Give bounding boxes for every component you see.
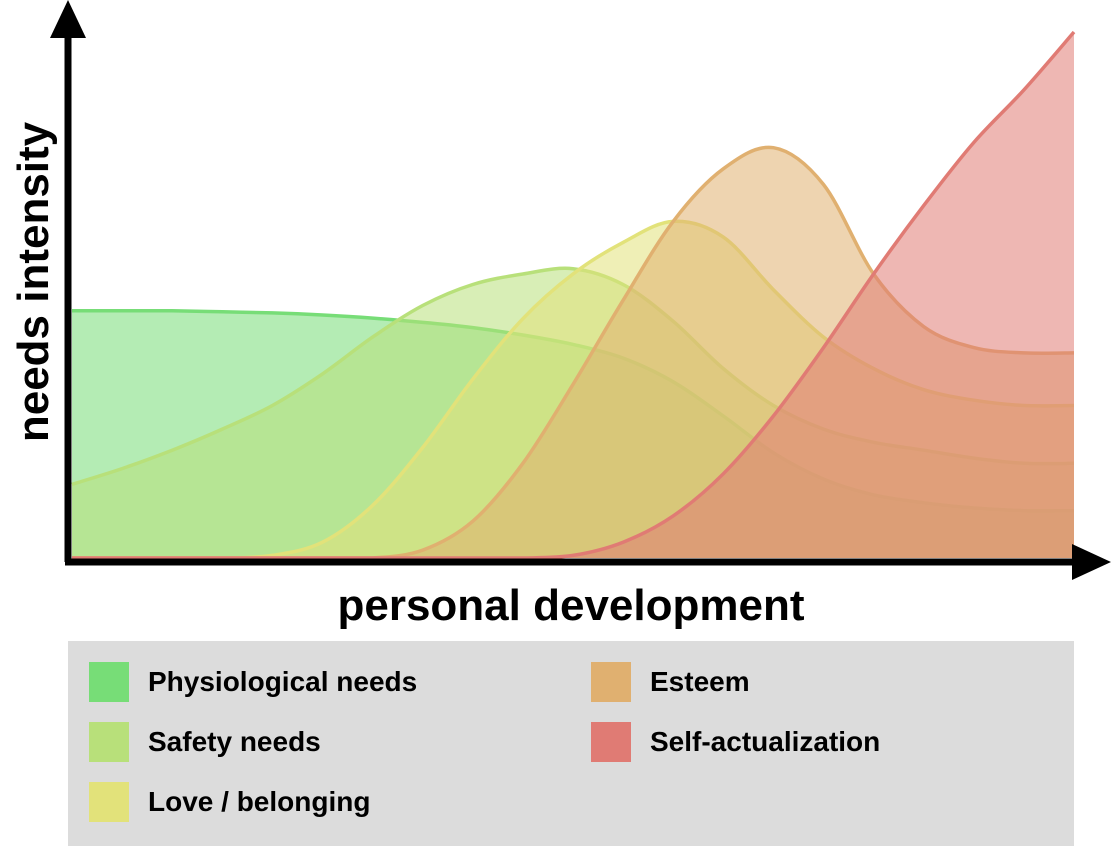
legend-swatch bbox=[591, 722, 631, 762]
legend-swatch bbox=[89, 722, 129, 762]
chart-area bbox=[50, 0, 1111, 580]
legend-item-safety: Safety needs bbox=[89, 721, 321, 763]
series-self-actualization bbox=[72, 30, 1076, 560]
legend-swatch bbox=[89, 662, 129, 702]
x-axis-title: personal development bbox=[337, 581, 805, 630]
series-layer bbox=[71, 30, 1076, 560]
legend-swatch bbox=[89, 782, 129, 822]
series-area bbox=[72, 32, 1074, 558]
legend-label: Self-actualization bbox=[650, 726, 881, 757]
series-line bbox=[72, 30, 1076, 560]
legend-item-self-actualization: Self-actualization bbox=[591, 721, 880, 763]
legend-swatch bbox=[591, 662, 631, 702]
legend-item-love-belonging: Love / belonging bbox=[89, 781, 370, 823]
legend: Physiological needs Esteem Safety needs … bbox=[68, 641, 1074, 846]
legend-item-esteem: Esteem bbox=[591, 661, 750, 703]
x-axis-arrow bbox=[1072, 544, 1111, 580]
y-axis-arrow bbox=[50, 0, 86, 38]
legend-label: Esteem bbox=[650, 666, 750, 697]
y-axis-title: needs intensity bbox=[9, 121, 58, 443]
legend-item-physiological: Physiological needs bbox=[89, 661, 417, 703]
legend-label: Safety needs bbox=[148, 726, 321, 757]
legend-label: Physiological needs bbox=[148, 666, 418, 697]
axes bbox=[50, 0, 1111, 580]
legend-label: Love / belonging bbox=[148, 786, 371, 817]
